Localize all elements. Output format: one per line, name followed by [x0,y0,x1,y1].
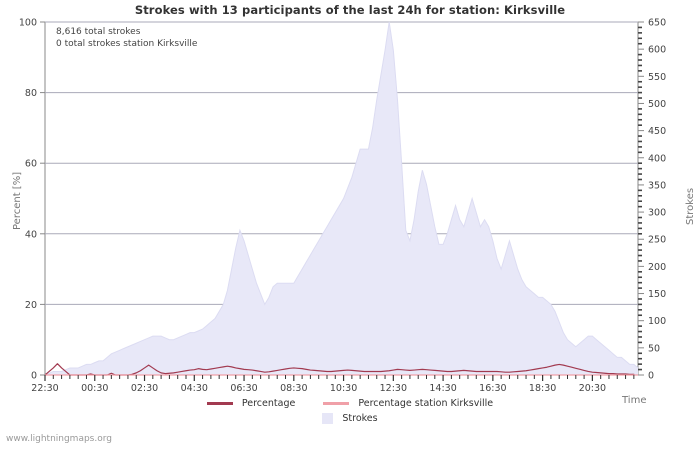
y-tick-right-100: 100 [648,316,666,327]
x-tick-10-30: 10:30 [330,383,357,394]
y-tick-right-50: 50 [648,343,660,354]
legend-swatch-percentage [206,402,233,405]
y-tick-left-20: 20 [25,300,37,311]
chart-legend: Percentage Percentage station Kirksville… [0,396,700,426]
x-tick-06-30: 06:30 [230,383,257,394]
y-tick-right-500: 500 [648,99,666,110]
y-tick-right-350: 350 [648,180,666,191]
x-tick-14-30: 14:30 [429,383,456,394]
y-tick-left-40: 40 [25,229,37,240]
legend-label-strokes: Strokes [342,413,378,424]
footer-site-url: www.lightningmaps.org [6,434,112,444]
y-tick-right-250: 250 [648,235,666,246]
y-tick-right-0: 0 [648,371,654,382]
x-tick-00-30: 00:30 [81,383,108,394]
legend-swatch-strokes [322,413,334,424]
x-tick-02-30: 02:30 [131,383,158,394]
annotation-total-strokes: 8,616 total strokes [56,27,141,37]
annotation-station-strokes: 0 total strokes station Kirksville [56,39,198,49]
y-tick-right-400: 400 [648,153,666,164]
y-tick-right-200: 200 [648,262,666,273]
y-tick-left-100: 100 [19,18,37,29]
legend-label-percentage-station: Percentage station Kirksville [358,398,494,409]
y-tick-right-300: 300 [648,208,666,219]
x-tick-20-30: 20:30 [579,383,606,394]
annotation-block: 8,616 total strokes 0 total strokes stat… [56,26,197,50]
y-tick-right-600: 600 [648,45,666,56]
y-tick-right-450: 450 [648,126,666,137]
legend-item-percentage-station[interactable]: Percentage station Kirksville [323,398,493,409]
legend-swatch-percentage-station [323,402,350,405]
legend-label-percentage: Percentage [241,398,296,409]
x-axis-label: Time [622,395,647,406]
legend-item-percentage[interactable]: Percentage [206,398,296,409]
y-tick-right-150: 150 [648,289,666,300]
legend-row-secondary: Strokes [0,411,700,426]
x-tick-12-30: 12:30 [380,383,407,394]
y-tick-left-80: 80 [25,88,37,99]
legend-item-strokes[interactable]: Strokes [322,413,378,424]
y-tick-right-650: 650 [648,18,666,29]
page-title: Strokes with 13 participants of the last… [134,3,566,17]
x-tick-04-30: 04:30 [181,383,208,394]
x-tick-18-30: 18:30 [529,383,556,394]
y-tick-left-60: 60 [25,159,37,170]
x-tick-16-30: 16:30 [479,383,506,394]
x-tick-22-30: 22:30 [31,383,58,394]
x-tick-08-30: 08:30 [280,383,307,394]
y-tick-right-550: 550 [648,72,666,83]
y-tick-left-0: 0 [31,371,37,382]
legend-row-primary: Percentage Percentage station Kirksville [0,396,700,411]
